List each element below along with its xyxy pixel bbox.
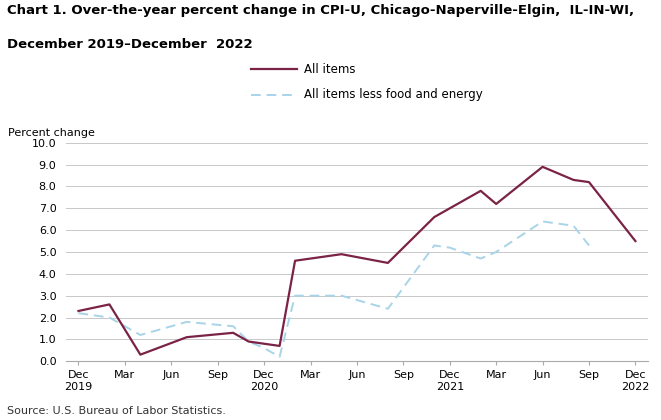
Text: Percent change: Percent change [8,129,95,139]
Text: Chart 1. Over-the-year percent change in CPI-U, Chicago-Naperville-Elgin,  IL-IN: Chart 1. Over-the-year percent change in… [7,4,634,17]
Text: All items less food and energy: All items less food and energy [304,88,483,101]
Text: All items: All items [304,63,356,76]
Text: Source: U.S. Bureau of Labor Statistics.: Source: U.S. Bureau of Labor Statistics. [7,406,225,416]
Text: December 2019–December  2022: December 2019–December 2022 [7,38,253,51]
